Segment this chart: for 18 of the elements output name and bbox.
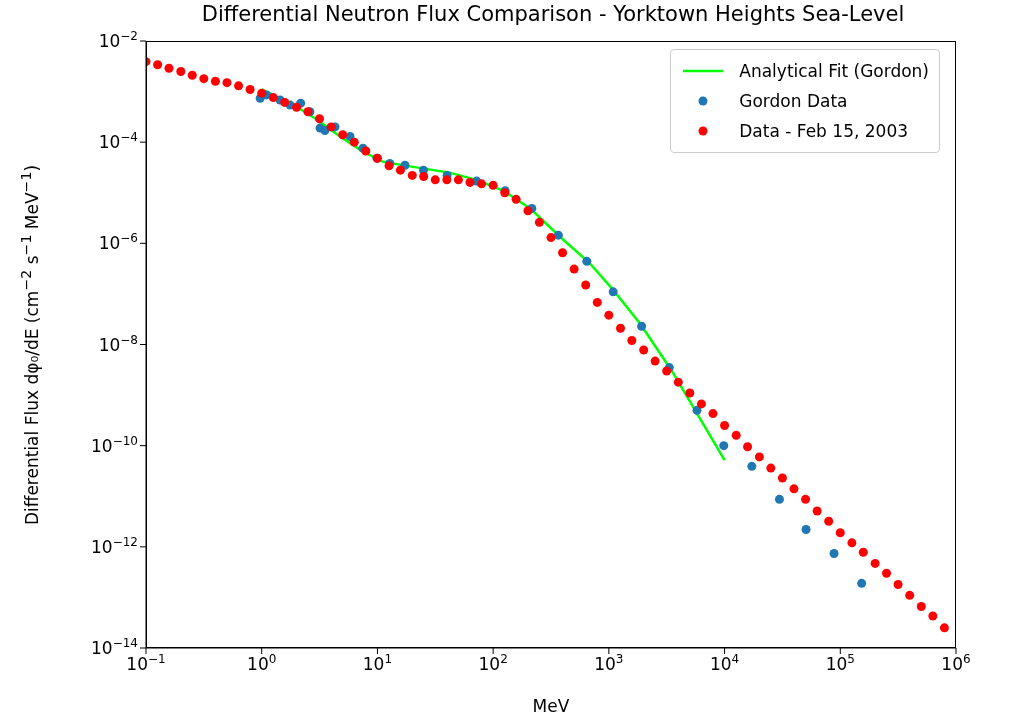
x-tick-label: 10$^{4}$ [709,652,740,674]
y-tick-label: 10$^{−10}$ [91,433,138,456]
y-tick-label: 10$^{−2}$ [98,29,138,51]
y-tick-label: 10$^{−8}$ [98,332,138,355]
legend-label: Analytical Fit (Gordon) [739,61,929,81]
x-tick-label: 10$^{3}$ [594,652,624,674]
x-tick-label: 10$^{1}$ [362,652,393,674]
y-tick-label: 10$^{−6}$ [98,231,138,254]
chart-title: Differential Neutron Flux Comparison - Yorktown Heights Sea-Level [200,2,906,26]
legend-label: Data - Feb 15, 2003 [739,121,909,141]
y-tick-label: 10$^{−12}$ [91,534,138,557]
x-tick-label: 10$^{6}$ [941,652,971,674]
x-tick-label: 10$^{0}$ [247,652,277,674]
legend-label: Gordon Data [739,91,848,111]
y-tick-label: 10$^{−4}$ [98,130,138,153]
x-tick-label: 10$^{5}$ [825,652,855,674]
x-tick-label: 10$^{2}$ [478,652,508,674]
x-axis-title: MeV [531,696,571,716]
